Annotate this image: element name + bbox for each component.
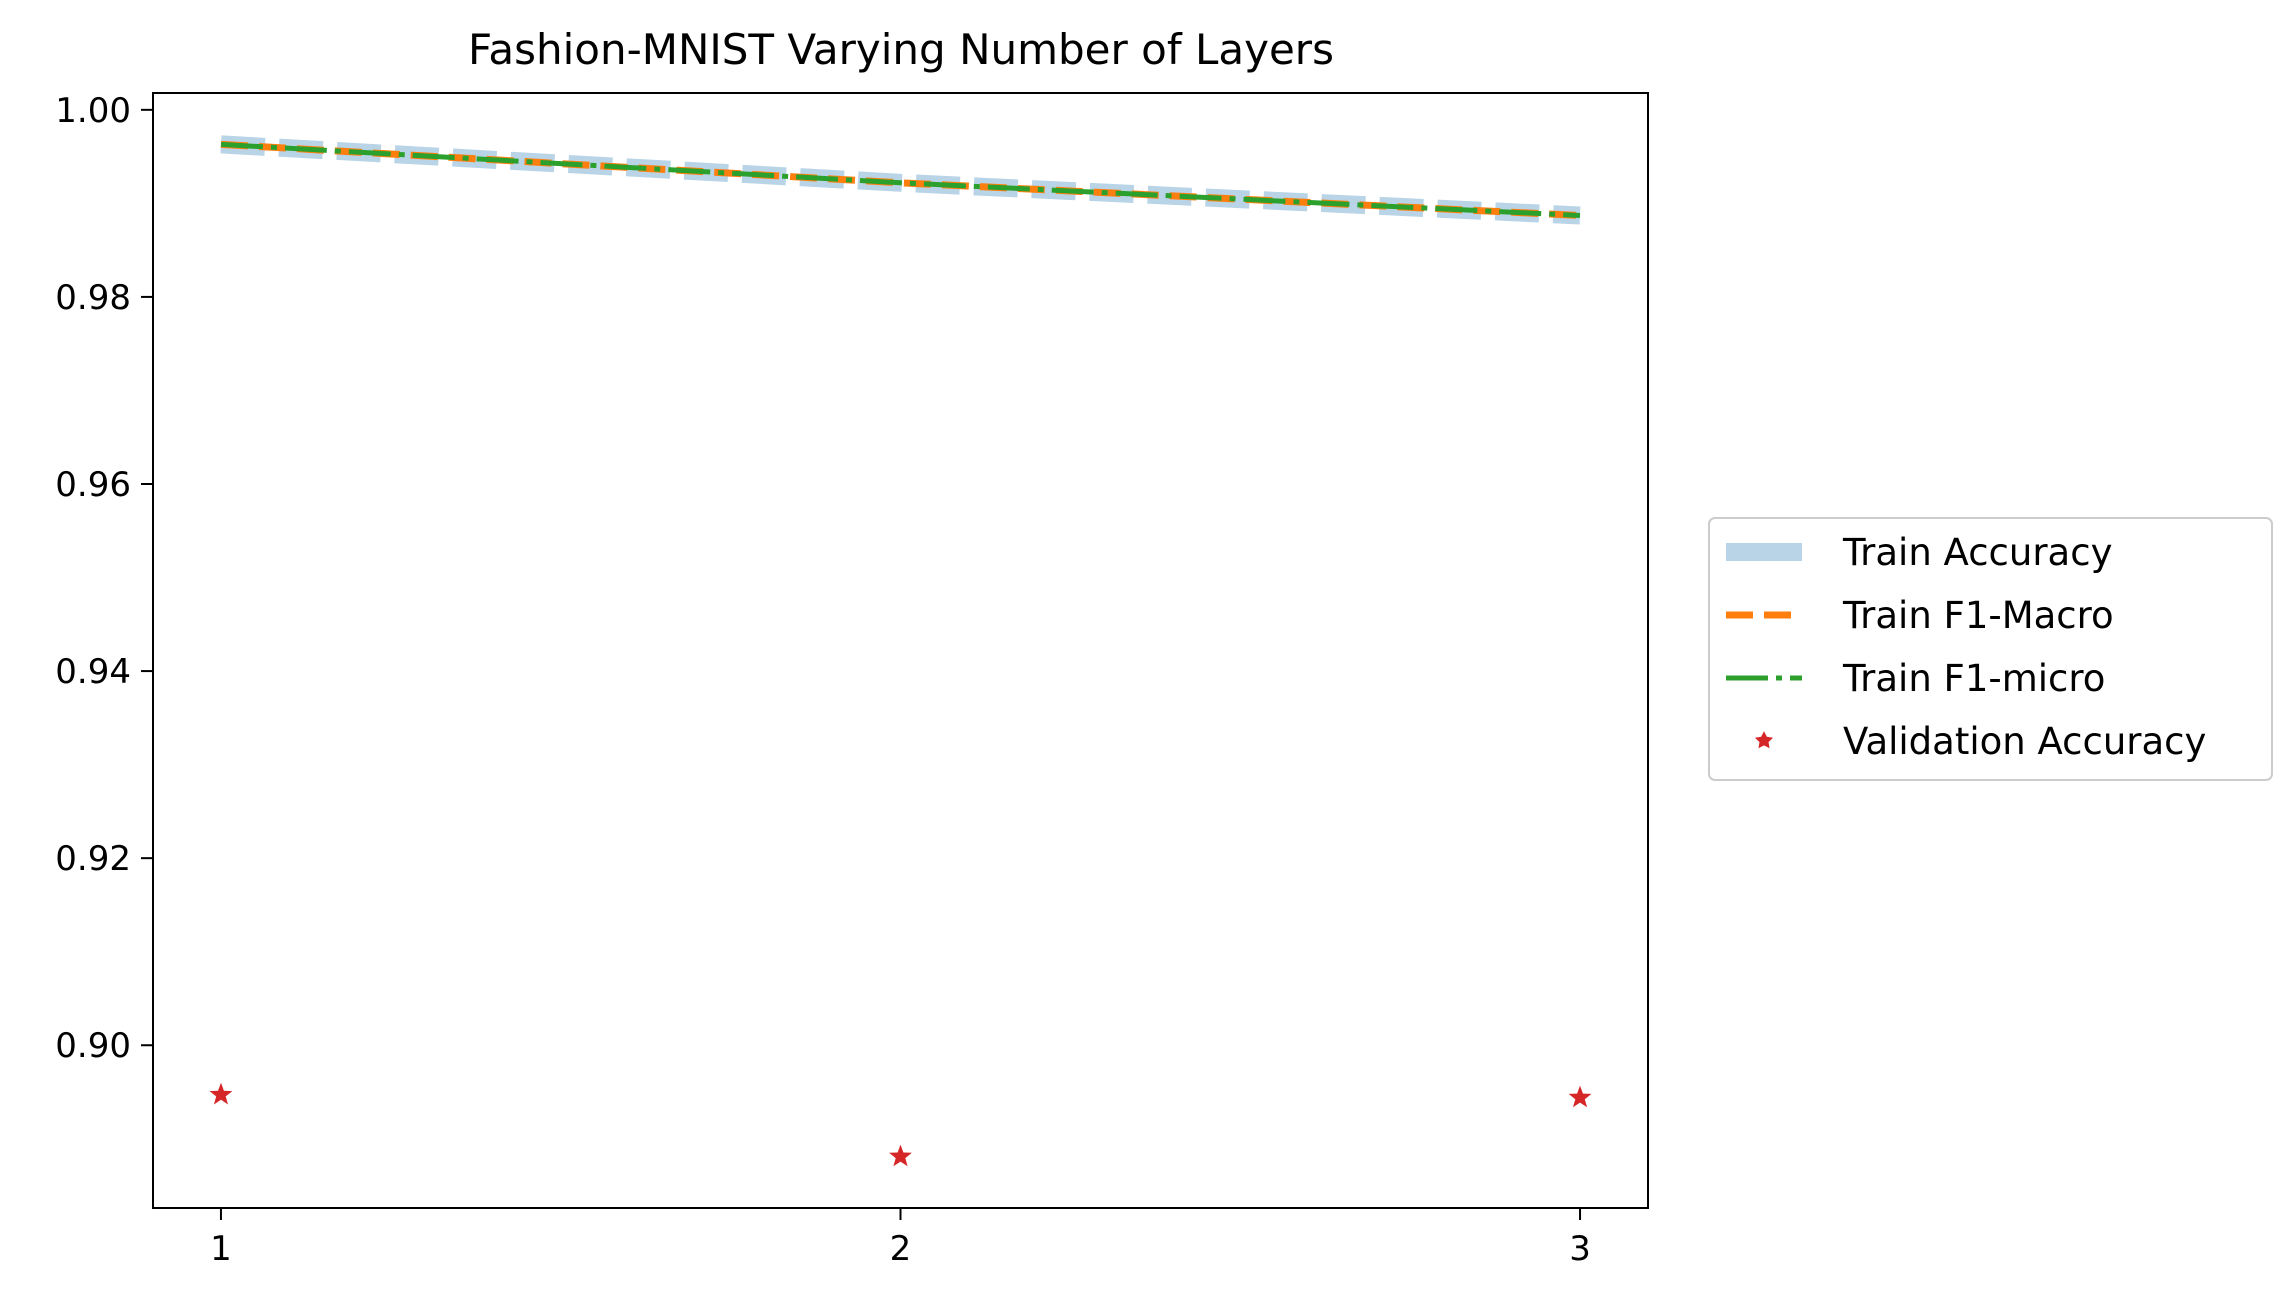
- x-tick-label: 2: [890, 1229, 912, 1269]
- y-tick-label: 0.98: [55, 278, 131, 318]
- x-tick-label: 3: [1569, 1229, 1591, 1269]
- y-tick-label: 0.90: [55, 1026, 131, 1066]
- y-tick-label: 1.00: [55, 91, 131, 131]
- legend-box: [1708, 517, 2273, 781]
- legend-label-train-accuracy: Train Accuracy: [1842, 531, 2112, 574]
- plot-area: [220, 135, 1581, 225]
- marker-validation-accuracy-1: [209, 1082, 233, 1105]
- x-axis: 1 2 3: [210, 1208, 1591, 1269]
- series-line-train-f1-micro: [220, 141, 1581, 218]
- chart-title: Fashion-MNIST Varying Number of Layers: [468, 25, 1334, 74]
- marker-validation-accuracy-2: [889, 1144, 912, 1167]
- legend-label-validation-accuracy: Validation Accuracy: [1843, 720, 2206, 763]
- legend: Train Accuracy Train F1-Macro Train F1-m…: [1708, 517, 2273, 781]
- marker-validation-accuracy-3: [1568, 1085, 1592, 1108]
- legend-label-train-f1-micro: Train F1-micro: [1842, 657, 2105, 700]
- legend-swatch-validation-accuracy: [1754, 731, 1774, 749]
- y-tick-label: 0.94: [55, 652, 131, 692]
- validation-markers: [209, 1082, 1592, 1167]
- plot-frame: [152, 92, 1649, 1209]
- y-tick-label: 0.92: [55, 839, 131, 879]
- y-tick-label: 0.96: [55, 465, 131, 505]
- x-tick-label: 1: [210, 1229, 232, 1269]
- y-axis: 0.90 0.92 0.94 0.96 0.98 1.00: [55, 91, 153, 1066]
- legend-label-train-f1-macro: Train F1-Macro: [1842, 594, 2114, 637]
